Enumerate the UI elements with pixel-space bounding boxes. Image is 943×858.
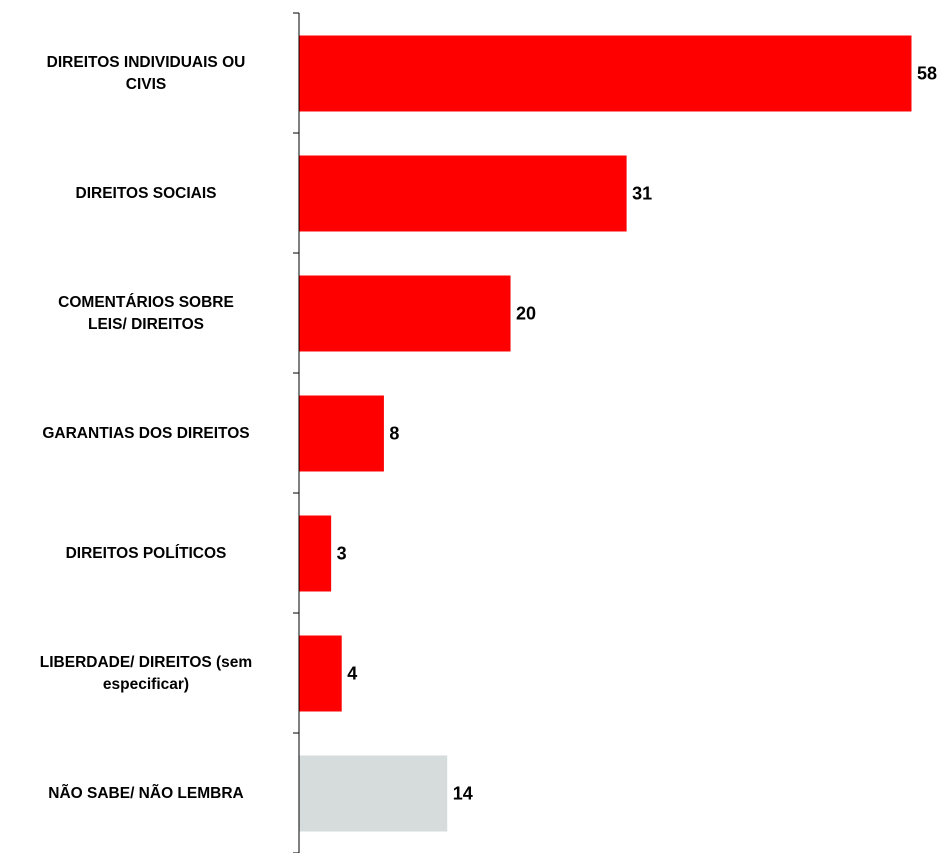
- bar: [299, 635, 342, 712]
- category-label-text: DIREITOS INDIVIDUAIS OU CIVIS: [46, 53, 246, 93]
- category-axis: [293, 12, 300, 854]
- value-label: 8: [389, 424, 399, 444]
- value-label: 20: [516, 304, 536, 324]
- bar: [299, 275, 511, 352]
- category-label-text: DIREITOS POLÍTICOS: [65, 544, 227, 562]
- category-label-text: LIBERDADE/ DIREITOS (sem especificar): [39, 653, 253, 693]
- category-label-text: GARANTIAS DOS DIREITOS: [42, 424, 250, 442]
- value-labels-group: 58 31 20 8 3 4 14: [337, 64, 937, 804]
- category-label-text: DIREITOS SOCIAIS: [75, 184, 217, 202]
- category-label: DIREITOS INDIVIDUAIS OU CIVIS: [4, 44, 288, 104]
- value-label: 14: [453, 784, 473, 804]
- bar: [299, 515, 332, 592]
- category-label: COMENTÁRIOS SOBRE LEIS/ DIREITOS: [4, 284, 288, 344]
- value-label: 4: [347, 664, 357, 684]
- bars-group: [299, 35, 912, 832]
- category-label: DIREITOS SOCIAIS: [4, 164, 288, 224]
- category-label-text: NÃO SABE/ NÃO LEMBRA: [48, 784, 244, 802]
- category-label-text: COMENTÁRIOS SOBRE LEIS/ DIREITOS: [58, 293, 234, 333]
- category-label: LIBERDADE/ DIREITOS (sem especificar): [4, 644, 288, 704]
- bar: [299, 155, 627, 232]
- bar: [299, 35, 912, 112]
- bar: [299, 755, 448, 832]
- category-label: GARANTIAS DOS DIREITOS: [4, 404, 288, 464]
- value-label: 3: [337, 544, 347, 564]
- value-label: 31: [632, 184, 652, 204]
- bar: [299, 395, 384, 472]
- value-label: 58: [917, 64, 937, 84]
- category-label: DIREITOS POLÍTICOS: [4, 524, 288, 584]
- category-label: NÃO SABE/ NÃO LEMBRA: [4, 764, 288, 824]
